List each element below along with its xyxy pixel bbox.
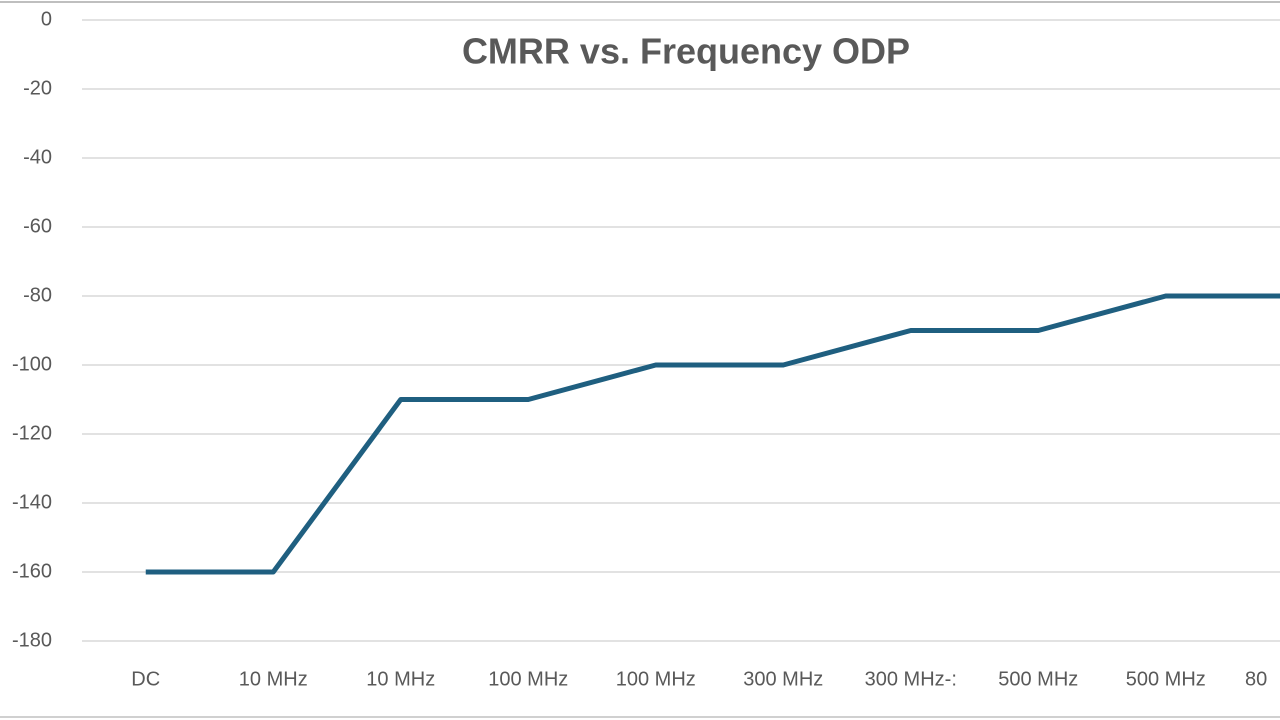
y-tick-label: -20 — [23, 77, 52, 99]
x-tick-label: DC — [131, 668, 160, 690]
x-tick-label: 500 MHz — [998, 668, 1078, 690]
x-tick-label: 100 MHz — [616, 668, 696, 690]
y-tick-label: -120 — [12, 422, 52, 444]
y-tick-label: -60 — [23, 215, 52, 237]
y-tick-label: -80 — [23, 284, 52, 306]
y-tick-label: -160 — [12, 560, 52, 582]
x-tick-label: 300 MHz — [743, 668, 823, 690]
y-tick-label: -100 — [12, 353, 52, 375]
x-tick-label: 10 MHz — [239, 668, 308, 690]
chart-title: CMRR vs. Frequency ODP — [462, 31, 910, 72]
y-tick-label: 0 — [41, 8, 52, 30]
x-tick-label: 500 MHz — [1126, 668, 1206, 690]
y-tick-label: -140 — [12, 491, 52, 513]
data-line — [145, 293, 1280, 575]
y-tick-label: -40 — [23, 146, 52, 168]
x-tick-label: 80 — [1245, 668, 1267, 690]
x-tick-label: 10 MHz — [366, 668, 435, 690]
x-tick-label: 300 MHz-: — [865, 668, 957, 690]
x-tick-label: 100 MHz — [488, 668, 568, 690]
y-tick-label: -180 — [12, 629, 52, 651]
